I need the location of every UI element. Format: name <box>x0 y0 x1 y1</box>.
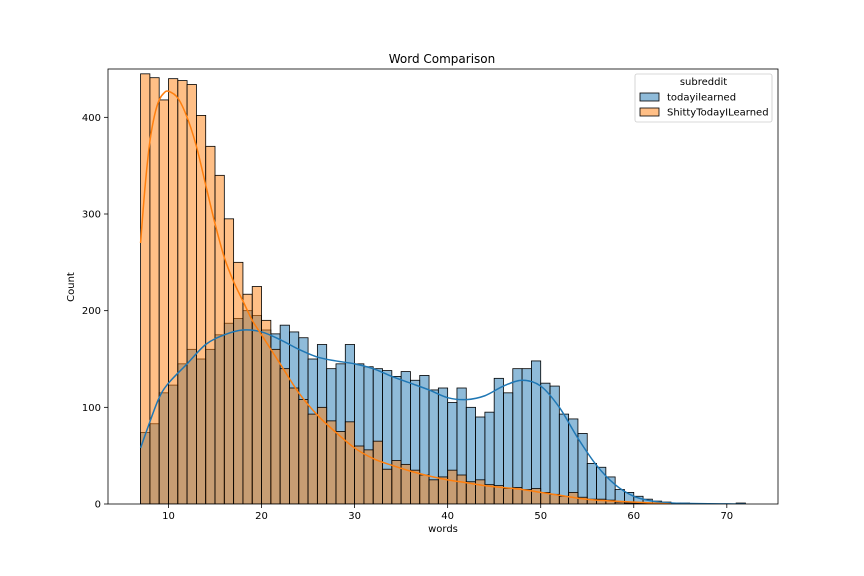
bar-shittytodayilearned-37 <box>419 474 430 504</box>
bar-shittytodayilearned-44 <box>484 484 495 504</box>
bar-shittytodayilearned-45 <box>493 485 504 504</box>
y-tick-label-200: 200 <box>82 306 101 317</box>
bar-todayilearned-47 <box>512 368 523 504</box>
legend-label-todayilearned: todayilearned <box>667 93 736 104</box>
y-tick-label-0: 0 <box>95 500 101 511</box>
bar-shittytodayilearned-19 <box>251 286 262 504</box>
bar-shittytodayilearned-27 <box>326 420 337 504</box>
bar-shittytodayilearned-32 <box>372 440 383 504</box>
bar-todayilearned-51 <box>549 385 560 504</box>
x-tick-label-30: 30 <box>348 511 361 522</box>
bar-todayilearned-50 <box>540 382 551 504</box>
bar-shittytodayilearned-11 <box>177 80 188 504</box>
bar-shittytodayilearned-38 <box>428 479 439 504</box>
legend-swatch-shittytodayilearned <box>639 107 660 117</box>
bar-shittytodayilearned-46 <box>503 488 514 504</box>
plot-area <box>139 73 746 504</box>
bar-todayilearned-48 <box>521 368 532 504</box>
series-ShittyTodayILearned <box>140 73 653 504</box>
bar-shittytodayilearned-23 <box>289 387 300 504</box>
plot-marks <box>139 73 746 504</box>
bar-shittytodayilearned-43 <box>475 479 486 504</box>
axes-frame <box>107 68 779 505</box>
bar-shittytodayilearned-39 <box>437 476 449 504</box>
bar-shittytodayilearned-13 <box>196 115 207 504</box>
bar-todayilearned-56 <box>596 466 607 504</box>
y-tick-label-300: 300 <box>82 210 101 221</box>
y-tick-label-100: 100 <box>82 403 101 414</box>
bar-shittytodayilearned-9 <box>158 99 169 504</box>
legend-swatch-todayilearned <box>639 92 660 102</box>
bar-shittytodayilearned-52 <box>558 495 570 504</box>
legend-box <box>634 73 773 123</box>
x-tick-label-40: 40 <box>441 511 454 522</box>
bar-shittytodayilearned-28 <box>335 431 346 504</box>
kde-line-shittytodayilearned <box>139 90 672 504</box>
bar-shittytodayilearned-14 <box>205 145 216 504</box>
bar-shittytodayilearned-22 <box>279 368 290 504</box>
bar-shittytodayilearned-48 <box>521 489 532 504</box>
bar-shittytodayilearned-30 <box>354 445 365 504</box>
y-tick-label-400: 400 <box>82 113 101 124</box>
legend: subreddit todayilearned ShittyTodayILearne… <box>634 73 773 123</box>
x-tick-label-70: 70 <box>720 511 733 522</box>
x-axis-label: words <box>428 524 458 535</box>
bar-shittytodayilearned-8 <box>149 77 160 504</box>
axes: 10 20 30 40 50 60 70 0 100 200 300 400 <box>82 113 733 522</box>
bar-shittytodayilearned-18 <box>242 293 253 504</box>
bar-shittytodayilearned-7 <box>140 73 151 504</box>
x-tick-label-10: 10 <box>162 511 175 522</box>
bar-shittytodayilearned-42 <box>465 481 476 504</box>
bar-shittytodayilearned-33 <box>382 468 393 504</box>
bar-shittytodayilearned-36 <box>410 469 421 504</box>
bar-shittytodayilearned-29 <box>344 421 355 504</box>
x-tick-label-50: 50 <box>534 511 547 522</box>
chart-title: Word Comparison <box>389 52 496 66</box>
bar-shittytodayilearned-15 <box>214 174 225 504</box>
bar-todayilearned-52 <box>558 413 570 504</box>
bar-shittytodayilearned-40 <box>447 469 458 504</box>
legend-title: subreddit <box>680 77 727 88</box>
bar-shittytodayilearned-12 <box>186 84 197 504</box>
bar-shittytodayilearned-10 <box>168 78 179 504</box>
x-tick-label-20: 20 <box>255 511 268 522</box>
bar-shittytodayilearned-24 <box>298 399 309 504</box>
bar-todayilearned-45 <box>493 377 504 504</box>
bar-todayilearned-54 <box>577 433 588 504</box>
bar-shittytodayilearned-41 <box>456 474 467 504</box>
bar-shittytodayilearned-21 <box>270 348 281 504</box>
kde-line-todayilearned <box>139 329 746 504</box>
y-axis-label: Count <box>66 272 77 302</box>
bar-todayilearned-55 <box>586 462 597 504</box>
x-tick-label-60: 60 <box>627 511 640 522</box>
legend-label-shittytodayilearned: ShittyTodayILearned <box>667 108 769 119</box>
bar-shittytodayilearned-25 <box>307 413 318 504</box>
